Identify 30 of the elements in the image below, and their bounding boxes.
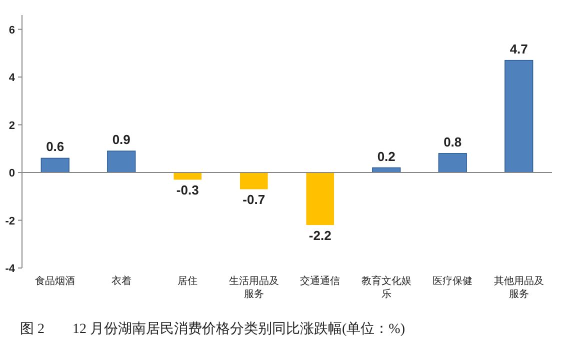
x-tick-label: 食品烟酒 <box>35 275 76 287</box>
data-label: 0.6 <box>46 139 64 154</box>
bar <box>174 172 202 180</box>
x-tick-label: 交通通信 <box>300 275 340 287</box>
bar <box>240 172 268 190</box>
x-tick-label: 教育文化娱乐 <box>361 275 412 300</box>
x-tick-label: 医疗保健 <box>432 275 473 287</box>
bar <box>306 172 334 226</box>
data-label: 0.2 <box>377 148 396 164</box>
bar <box>504 60 534 173</box>
y-tick-label: -4 <box>5 263 16 275</box>
data-label: 4.7 <box>510 41 528 56</box>
y-tick-label: 2 <box>8 120 15 132</box>
text: 图 2 12 月份湖南居民消费价格分类别同比涨跌幅(单位：%) <box>20 321 406 337</box>
data-label: -0.7 <box>242 192 266 208</box>
x-tick-label: 衣着 <box>111 275 132 287</box>
data-label: 0.8 <box>444 134 462 150</box>
y-tick-label: -2 <box>5 215 15 228</box>
y-tick-label: 0 <box>8 168 15 180</box>
data-label: -2.2 <box>308 228 332 244</box>
x-tick-label: 生活用品及服务 <box>228 275 279 300</box>
y-tick-label: 4 <box>8 72 16 84</box>
x-tick-label: 居住 <box>178 276 198 287</box>
x-tick-label: 其他用品及服务 <box>494 275 544 300</box>
bar <box>438 153 467 173</box>
bar <box>107 150 136 173</box>
bar <box>40 158 70 173</box>
data-label: 0.9 <box>112 132 130 148</box>
y-tick-label: 6 <box>8 24 15 36</box>
data-label: -0.3 <box>176 182 199 198</box>
